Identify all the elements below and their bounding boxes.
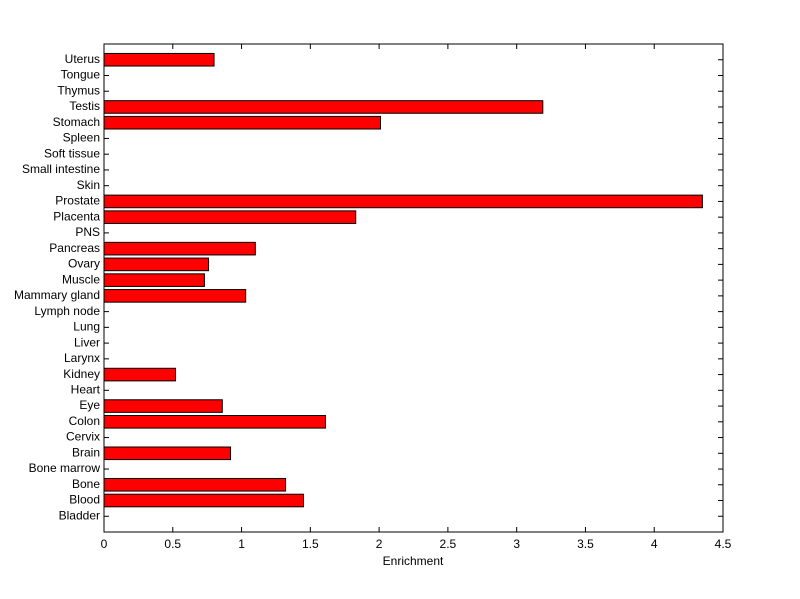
x-tick-label: 2.5 <box>440 537 457 551</box>
bar <box>103 210 357 224</box>
y-tick-label: Bladder <box>59 508 100 522</box>
x-tick-label: 4 <box>651 537 658 551</box>
y-tick-label: Mammary gland <box>14 288 100 302</box>
x-tick-label: 4.5 <box>715 537 732 551</box>
y-tick-label: Eye <box>79 398 100 412</box>
y-tick-label: Spleen <box>63 131 100 145</box>
y-tick-label: Placenta <box>53 209 100 223</box>
y-tick-label: Small intestine <box>22 162 100 176</box>
y-tick-label: Uterus <box>65 52 100 66</box>
y-tick-label: Skin <box>77 178 100 192</box>
x-tick-label: 3.5 <box>577 537 594 551</box>
bar <box>103 399 223 413</box>
x-tick-label: 2 <box>376 537 383 551</box>
bar <box>103 289 247 303</box>
y-tick-label: Stomach <box>53 115 100 129</box>
y-tick-label: Heart <box>71 382 101 396</box>
bar <box>103 115 381 130</box>
x-tick-label: 1.5 <box>302 537 319 551</box>
x-tick-label: 0.5 <box>164 537 181 551</box>
x-tick-label: 0 <box>101 537 108 551</box>
y-tick-label: Bone marrow <box>29 461 101 475</box>
bar <box>103 52 215 67</box>
x-tick-label: 1 <box>238 537 245 551</box>
bar <box>103 194 703 209</box>
bar <box>103 493 304 508</box>
bar <box>103 446 232 461</box>
y-tick-label: Prostate <box>55 194 100 208</box>
x-axis-label: Enrichment <box>383 554 444 568</box>
y-tick-label: Muscle <box>62 272 100 286</box>
y-tick-label: Lymph node <box>34 304 100 318</box>
y-tick-label: Thymus <box>57 83 100 97</box>
x-tick-label: 3 <box>513 537 520 551</box>
y-tick-label: Lung <box>73 320 100 334</box>
y-tick-label: Brain <box>72 445 100 459</box>
y-tick-label: Pancreas <box>49 241 100 255</box>
y-tick-label: Liver <box>74 335 100 349</box>
plot-area <box>103 43 724 533</box>
bar <box>103 241 256 256</box>
y-tick-label: Blood <box>69 493 100 507</box>
bar <box>103 415 326 429</box>
bar <box>103 367 177 382</box>
y-tick-label: Testis <box>69 99 100 113</box>
bar <box>103 477 287 492</box>
y-tick-label: Bone <box>72 477 100 491</box>
y-tick-label: Tongue <box>61 68 101 82</box>
y-tick-label: Soft tissue <box>44 146 100 160</box>
y-tick-label: Larynx <box>64 351 100 365</box>
y-tick-label: Ovary <box>68 257 100 271</box>
y-tick-label: Kidney <box>63 367 100 381</box>
y-tick-label: Cervix <box>66 430 100 444</box>
bar <box>103 257 210 272</box>
y-tick-label: PNS <box>75 225 100 239</box>
bar <box>103 273 205 287</box>
y-tick-label: Colon <box>69 414 100 428</box>
bar <box>103 100 544 114</box>
